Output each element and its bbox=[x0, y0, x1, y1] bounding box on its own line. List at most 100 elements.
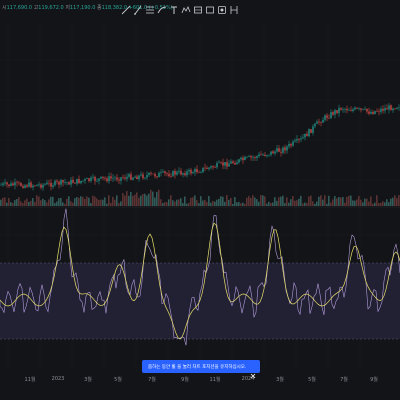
candle-body bbox=[304, 133, 306, 138]
candle-body bbox=[28, 182, 30, 187]
volume-bar bbox=[158, 189, 160, 206]
time-axis[interactable]: 11월 2023 3월 5월 7월 9월 11월 2024 3월 5월 7월 9월 bbox=[0, 372, 400, 386]
candle-body bbox=[54, 180, 56, 186]
volume-bar bbox=[256, 199, 258, 206]
volume-bar bbox=[246, 197, 248, 206]
volume-bar bbox=[336, 198, 338, 206]
candle-body bbox=[384, 108, 386, 111]
time-axis-label: 5월 bbox=[114, 377, 122, 383]
volume-bar bbox=[104, 197, 106, 206]
volume-bar bbox=[318, 196, 320, 206]
candle-body bbox=[352, 109, 354, 112]
volume-bar bbox=[136, 192, 138, 206]
candle-body bbox=[202, 167, 204, 172]
candle-body bbox=[332, 112, 334, 115]
volume-bar bbox=[228, 199, 230, 206]
candle-body bbox=[314, 123, 316, 127]
candle-body bbox=[206, 167, 208, 169]
volume-bar bbox=[250, 197, 252, 206]
candle-body bbox=[234, 162, 236, 165]
volume-bar bbox=[48, 199, 50, 206]
fib-icon[interactable] bbox=[144, 3, 156, 17]
volume-bar bbox=[4, 197, 6, 206]
volume-bar bbox=[374, 202, 376, 206]
time-axis-label: 2023 bbox=[51, 376, 65, 382]
candle-body bbox=[190, 169, 192, 174]
candle-body bbox=[316, 121, 318, 124]
candle-body bbox=[168, 173, 170, 177]
volume-bar bbox=[358, 195, 360, 206]
volume-bar bbox=[102, 199, 104, 206]
candle-body bbox=[128, 174, 130, 177]
candle-body bbox=[72, 179, 74, 183]
candle-body bbox=[372, 112, 374, 114]
text-icon[interactable] bbox=[168, 3, 180, 17]
volume-bar bbox=[258, 201, 260, 206]
candle-body bbox=[60, 180, 62, 185]
diagonal-line-icon[interactable] bbox=[132, 3, 144, 17]
brush-icon[interactable] bbox=[156, 3, 168, 17]
volume-bar bbox=[294, 200, 296, 206]
candle-body bbox=[32, 185, 34, 188]
candle-body bbox=[56, 180, 58, 182]
measure-icon[interactable] bbox=[204, 3, 216, 17]
candle-body bbox=[374, 110, 376, 114]
candle-body bbox=[148, 172, 150, 176]
trendline-icon[interactable] bbox=[120, 3, 132, 17]
candle-body bbox=[224, 162, 226, 166]
candle-body bbox=[40, 184, 42, 188]
candle-body bbox=[334, 110, 336, 115]
candle-body bbox=[278, 148, 280, 152]
volume-bar bbox=[98, 199, 100, 206]
pattern-icon[interactable] bbox=[180, 3, 192, 17]
close-label: 종 bbox=[96, 5, 102, 11]
candle-body bbox=[158, 172, 160, 178]
candle-body bbox=[268, 154, 270, 156]
volume-bar bbox=[210, 202, 212, 206]
ruler-icon[interactable] bbox=[228, 3, 240, 17]
toolbar: 시117,690.0 고119,672.0 저117,190.0 종118,38… bbox=[0, 0, 400, 20]
candle-body bbox=[6, 182, 8, 185]
candle-body bbox=[10, 183, 12, 186]
candle-body bbox=[8, 184, 10, 186]
candle-body bbox=[16, 182, 18, 183]
volume-bar bbox=[308, 196, 310, 206]
candle-body bbox=[70, 179, 72, 185]
projection-icon[interactable] bbox=[192, 3, 204, 17]
candle-body bbox=[286, 146, 288, 151]
candle-body bbox=[172, 170, 174, 177]
volume-bar bbox=[14, 200, 16, 206]
time-axis-label: 9월 bbox=[370, 377, 378, 383]
volume-bar bbox=[124, 195, 126, 206]
candle-body bbox=[76, 178, 78, 184]
volume-bar bbox=[110, 202, 112, 206]
candle-body bbox=[136, 176, 138, 180]
ohlc-readout: 시117,690.0 고119,672.0 저117,190.0 종118,38… bbox=[2, 4, 173, 11]
volume-bar bbox=[0, 199, 2, 206]
candle-body bbox=[48, 182, 50, 184]
candle-body bbox=[140, 174, 142, 176]
shapes-icon[interactable] bbox=[216, 3, 228, 17]
volume-bar bbox=[328, 195, 330, 206]
volume-bar bbox=[262, 195, 264, 206]
volume-bar bbox=[338, 197, 340, 206]
volume-bar bbox=[112, 196, 114, 206]
candle-body bbox=[44, 184, 46, 185]
volume-bar bbox=[306, 203, 308, 206]
volume-bar bbox=[292, 195, 294, 206]
candle-body bbox=[166, 173, 168, 174]
candle-body bbox=[282, 147, 284, 153]
candle-body bbox=[368, 111, 370, 114]
candle-body bbox=[270, 151, 272, 155]
volume-bar bbox=[54, 203, 56, 206]
volume-bar bbox=[390, 198, 392, 206]
candle-body bbox=[210, 166, 212, 168]
candle-body bbox=[220, 162, 222, 164]
close-icon[interactable] bbox=[250, 364, 256, 378]
candle-body bbox=[180, 170, 182, 175]
candle-body bbox=[24, 185, 26, 188]
volume-bar bbox=[6, 202, 8, 206]
volume-bar bbox=[186, 203, 188, 206]
volume-bar bbox=[384, 202, 386, 206]
